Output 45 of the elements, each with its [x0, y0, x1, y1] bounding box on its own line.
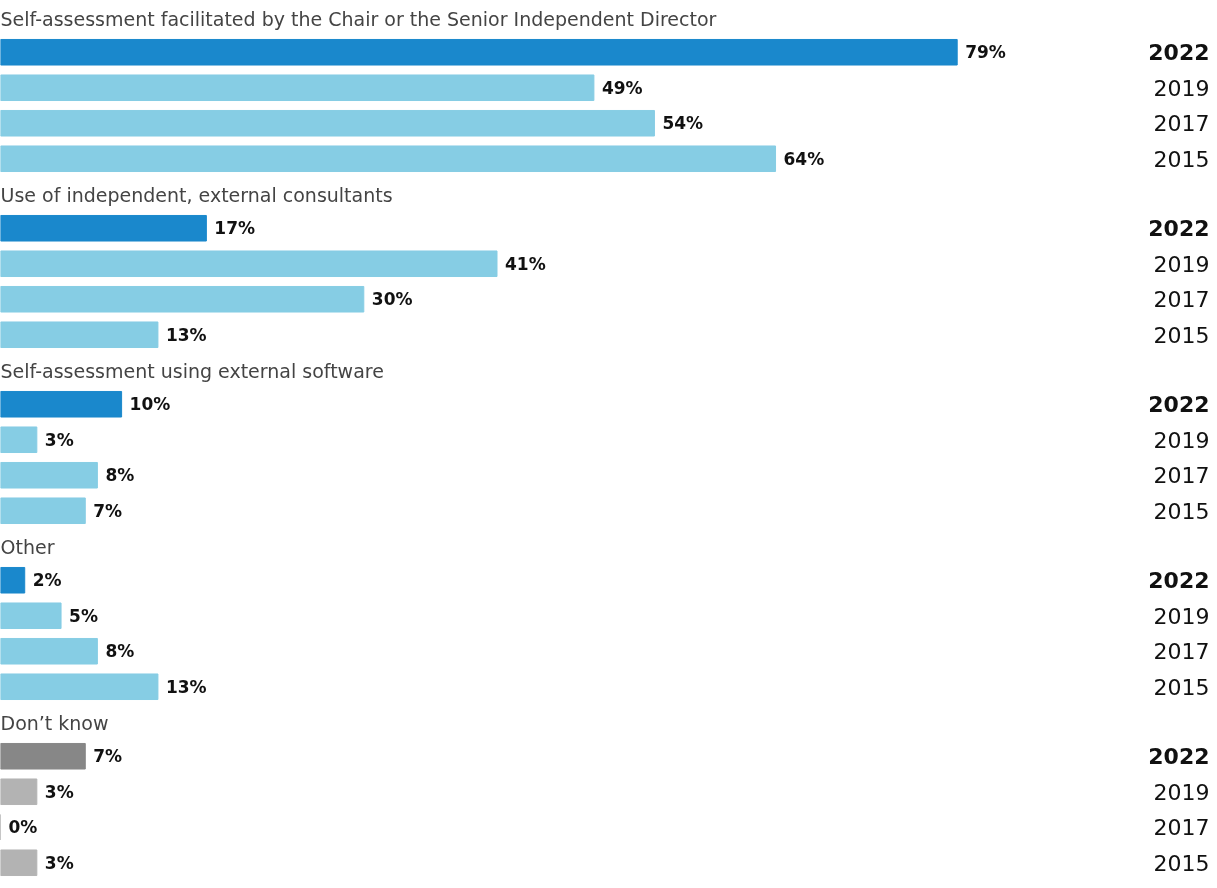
y-tick-label: 2017: [1153, 639, 1210, 665]
data-label: 54%: [662, 113, 704, 134]
y-tick-label: 2019: [1153, 603, 1210, 629]
y-tick-label: 2017: [1153, 287, 1210, 313]
y-tick-label: 2017: [1153, 111, 1210, 137]
y-tick-label: 2019: [1153, 251, 1210, 277]
y-tick-label: 2015: [1153, 850, 1210, 876]
data-label: 8%: [105, 641, 135, 662]
y-tick-label: 2022: [1148, 216, 1210, 242]
y-tick-label: 2015: [1153, 322, 1210, 348]
y-tick-label: 2022: [1148, 568, 1210, 594]
chart-title: Self-assessment facilitated by the Chair or the Senior Independent Director: [0, 7, 717, 30]
y-tick-label: 2017: [1153, 463, 1210, 489]
data-label: 41%: [505, 253, 546, 274]
data-label: 7%: [93, 746, 123, 767]
data-label: 2%: [32, 570, 62, 591]
data-label: 49%: [601, 77, 643, 98]
y-tick-label: 2022: [1148, 392, 1210, 418]
y-tick-label: 2015: [1153, 498, 1210, 524]
y-tick-label: 2019: [1153, 75, 1210, 101]
chart-title: Use of independent, external consultants: [0, 183, 393, 206]
chart-title: Don’t know: [0, 711, 109, 734]
data-label: 30%: [371, 289, 413, 310]
chart-title: Other: [0, 535, 55, 558]
data-label: 3%: [44, 781, 74, 802]
data-label: 10%: [129, 394, 171, 415]
data-label: 3%: [44, 429, 74, 450]
y-tick-label: 2019: [1153, 779, 1210, 805]
y-tick-label: 2017: [1153, 815, 1210, 841]
data-label: 3%: [44, 852, 74, 873]
y-tick-label: 2015: [1153, 674, 1210, 700]
y-tick-label: 2022: [1148, 40, 1210, 66]
text: Self-assessment using external software: [0, 359, 384, 382]
data-label: 13%: [165, 676, 207, 697]
data-label: 13%: [165, 324, 207, 345]
data-label: 0%: [8, 817, 38, 838]
data-label: 17%: [214, 218, 256, 239]
data-label: 7%: [93, 500, 123, 521]
data-label: 79%: [965, 42, 1006, 63]
y-tick-label: 2019: [1153, 427, 1210, 453]
data-label: 5%: [69, 605, 98, 626]
y-tick-label: 2015: [1153, 146, 1210, 172]
y-tick-label: 2022: [1148, 744, 1210, 770]
data-label: 64%: [783, 148, 825, 169]
data-label: 8%: [105, 465, 135, 486]
